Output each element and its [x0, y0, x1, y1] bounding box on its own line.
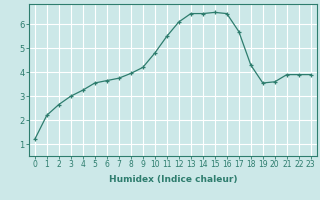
X-axis label: Humidex (Indice chaleur): Humidex (Indice chaleur) [108, 175, 237, 184]
